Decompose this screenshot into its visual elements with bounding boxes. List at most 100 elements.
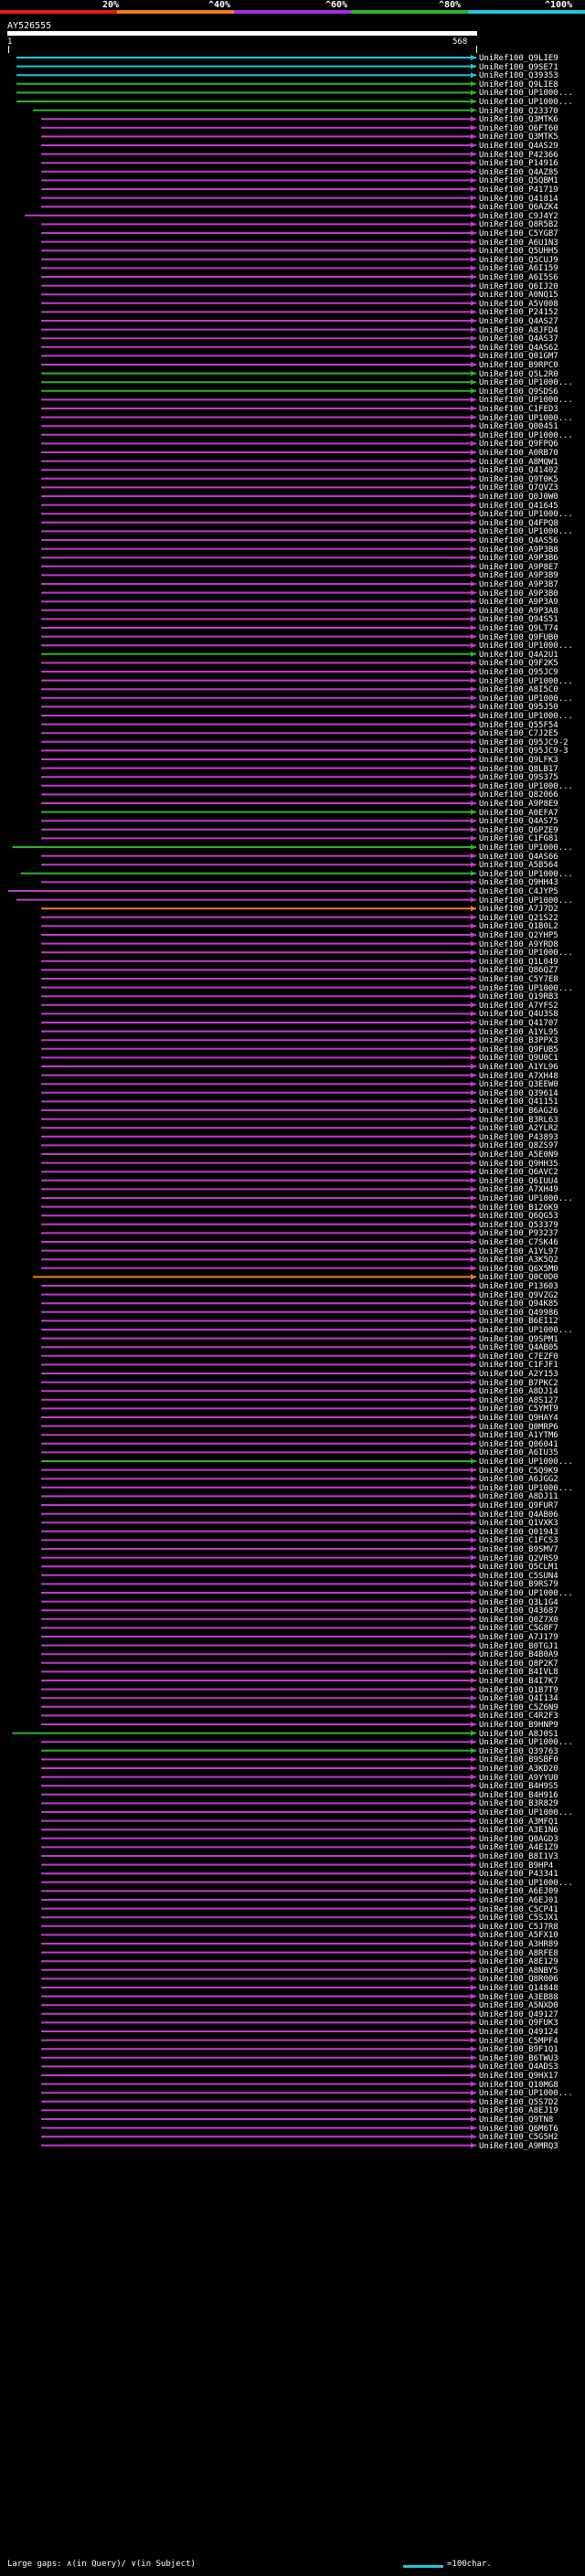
hit-label[interactable]: UniRef100_O6FT60 [479,123,558,133]
hit-label[interactable]: UniRef100_Q2YHP5 [479,931,558,940]
hit-label[interactable]: UniRef100_Q6M6T6 [479,2124,558,2134]
hit-label[interactable]: UniRef100_A8EJ19 [479,2106,558,2116]
hit-label[interactable]: UniRef100_C5CP41 [479,1904,558,1914]
hit-label[interactable]: UniRef100_Q9T0K5 [479,474,558,484]
hit-label[interactable]: UniRef100_B9RS79 [479,1580,558,1590]
hit-label[interactable]: UniRef100_A8RFE8 [479,1948,558,1958]
hit-label[interactable]: UniRef100_Q4I134 [479,1694,558,1704]
hit-label[interactable]: UniRef100_B126K9 [479,1203,558,1213]
hit-label[interactable]: UniRef100_C5Y7E8 [479,975,558,984]
hit-label[interactable]: UniRef100_B9SMV7 [479,1545,558,1554]
hit-label[interactable]: UniRef100_UP1000... [479,1589,573,1598]
hit-label[interactable]: UniRef100_A6EJ01 [479,1896,558,1905]
hit-label[interactable]: UniRef100_Q0AGD3 [479,1834,558,1844]
hit-label[interactable]: UniRef100_B4H916 [479,1790,558,1800]
hit-label[interactable]: UniRef100_Q41707 [479,1019,558,1028]
hit-label[interactable]: UniRef100_Q4AB05 [479,1343,558,1353]
hit-label[interactable]: UniRef100_C7SK46 [479,1238,558,1247]
hit-label[interactable]: UniRef100_Q49124 [479,2028,558,2037]
hit-label[interactable]: UniRef100_A0RB70 [479,449,558,458]
hit-label[interactable]: UniRef100_B8I1V3 [479,1852,558,1861]
hit-label[interactable]: UniRef100_A3EB88 [479,1992,558,2002]
hit-label[interactable]: UniRef100_Q55F54 [479,720,558,730]
hit-label[interactable]: UniRef100_Q9SE71 [479,62,558,72]
hit-label[interactable]: UniRef100_UP1000... [479,1878,573,1888]
hit-label[interactable]: UniRef100_UP1000... [479,1194,573,1203]
hit-label[interactable]: UniRef100_Q39614 [479,1088,558,1098]
hit-label[interactable]: UniRef100_Q86QZ7 [479,966,558,976]
hit-label[interactable]: UniRef100_Q9F2K5 [479,659,558,669]
hit-label[interactable]: UniRef100_B0TGJ1 [479,1641,558,1651]
hit-label[interactable]: UniRef100_P43341 [479,1870,558,1880]
hit-label[interactable]: UniRef100_Q43687 [479,1606,558,1617]
hit-label[interactable]: UniRef100_Q94K85 [479,1299,558,1309]
hit-label[interactable]: UniRef100_A6JGG2 [479,1475,558,1485]
hit-label[interactable]: UniRef100_A8J0S1 [479,1729,558,1739]
hit-label[interactable]: UniRef100_Q4A2U1 [479,650,558,660]
hit-label[interactable]: UniRef100_B9HNP9 [479,1721,558,1730]
hit-label[interactable]: UniRef100_UP1000... [479,510,573,520]
hit-label[interactable]: UniRef100_A9P3A8 [479,606,558,616]
hit-label[interactable]: UniRef100_C4R2F3 [479,1712,558,1722]
hit-label[interactable]: UniRef100_Q14848 [479,1984,558,1993]
hit-label[interactable]: UniRef100_B9HP4 [479,1860,554,1871]
hit-label[interactable]: UniRef100_Q8R006 [479,1975,558,1985]
hit-label[interactable]: UniRef100_Q5QBM1 [479,176,558,186]
hit-label[interactable]: UniRef100_A3HR89 [479,1940,558,1949]
hit-label[interactable]: UniRef100_P43893 [479,1132,558,1142]
hit-label[interactable]: UniRef100_A9P3B9 [479,571,558,581]
hit-label[interactable]: UniRef100_Q19RB3 [479,992,558,1002]
hit-label[interactable]: UniRef100_C9J4Y2 [479,211,558,221]
hit-label[interactable]: UniRef100_C5J7R8 [479,1922,558,1932]
hit-label[interactable]: UniRef100_UP1000... [479,413,573,423]
hit-label[interactable]: UniRef100_A7YFS2 [479,1001,558,1011]
hit-label[interactable]: UniRef100_Q82066 [479,790,558,800]
hit-label[interactable]: UniRef100_Q53379 [479,1220,558,1230]
hit-label[interactable]: UniRef100_Q9LIE8 [479,80,558,90]
hit-label[interactable]: UniRef100_B4IVL8 [479,1668,558,1678]
hit-label[interactable]: UniRef100_Q5CLM1 [479,1563,558,1573]
hit-label[interactable]: UniRef100_A5B564 [479,861,558,871]
hit-label[interactable]: UniRef100_A6I5S6 [479,273,558,282]
hit-label[interactable]: UniRef100_A3MFQ1 [479,1817,558,1827]
hit-label[interactable]: UniRef100_C5YMT9 [479,1405,558,1415]
hit-label[interactable]: UniRef100_A6IU35 [479,1448,558,1458]
hit-label[interactable]: UniRef100_C4JYP5 [479,887,558,896]
hit-label[interactable]: UniRef100_A3KD20 [479,1765,558,1774]
hit-label[interactable]: UniRef100_B4H9S5 [479,1782,558,1792]
hit-label[interactable]: UniRef100_Q9S375 [479,773,558,783]
hit-label[interactable]: UniRef100_A9MRQ3 [479,2141,558,2151]
hit-label[interactable]: UniRef100_Q3EEW0 [479,1080,558,1090]
hit-label[interactable]: UniRef100_C5G8F7 [479,1624,558,1634]
hit-label[interactable]: UniRef100_UP1000... [479,527,573,537]
hit-label[interactable]: UniRef100_B3R829 [479,1799,558,1809]
hit-label[interactable]: UniRef100_UP1000... [479,1738,573,1748]
hit-label[interactable]: UniRef100_A9P8E7 [479,562,558,572]
hit-label[interactable]: UniRef100_A9P3B8 [479,545,558,555]
hit-label[interactable]: UniRef100_Q9FUB0 [479,632,558,642]
hit-label[interactable]: UniRef100_A0NQ15 [479,291,558,301]
hit-label[interactable]: UniRef100_A1YL95 [479,1027,558,1037]
hit-label[interactable]: UniRef100_Q9SPM1 [479,1334,558,1344]
hit-label[interactable]: UniRef100_UP1000... [479,781,573,791]
hit-label[interactable]: UniRef100_Q3MTK6 [479,115,558,125]
hit-label[interactable]: UniRef100_P13603 [479,1282,558,1291]
hit-label[interactable]: UniRef100_Q9FUR7 [479,1501,558,1511]
hit-label[interactable]: UniRef100_A2YLR2 [479,1124,558,1134]
hit-label[interactable]: UniRef100_UP1000... [479,843,573,853]
hit-label[interactable]: UniRef100_P42366 [479,150,558,160]
hit-label[interactable]: UniRef100_UP1000... [479,694,573,704]
hit-label[interactable]: UniRef100_UP1000... [479,1326,573,1335]
hit-label[interactable]: UniRef100_B3RL63 [479,1115,558,1125]
hit-label[interactable]: UniRef100_Q23370 [479,106,558,116]
hit-label[interactable]: UniRef100_Q7QVZ3 [479,483,558,493]
hit-label[interactable]: UniRef100_UP1000... [479,869,573,879]
hit-label[interactable]: UniRef100_A1YTM6 [479,1431,558,1441]
hit-label[interactable]: UniRef100_Q01943 [479,1527,558,1537]
hit-label[interactable]: UniRef100_A9P3B0 [479,588,558,599]
hit-label[interactable]: UniRef100_A1YL96 [479,1063,558,1072]
hit-label[interactable]: UniRef100_P24152 [479,308,558,318]
hit-label[interactable]: UniRef100_Q4AS66 [479,852,558,862]
hit-label[interactable]: UniRef100_UP1000... [479,2089,573,2099]
hit-label[interactable]: UniRef100_Q4AS62 [479,343,558,353]
